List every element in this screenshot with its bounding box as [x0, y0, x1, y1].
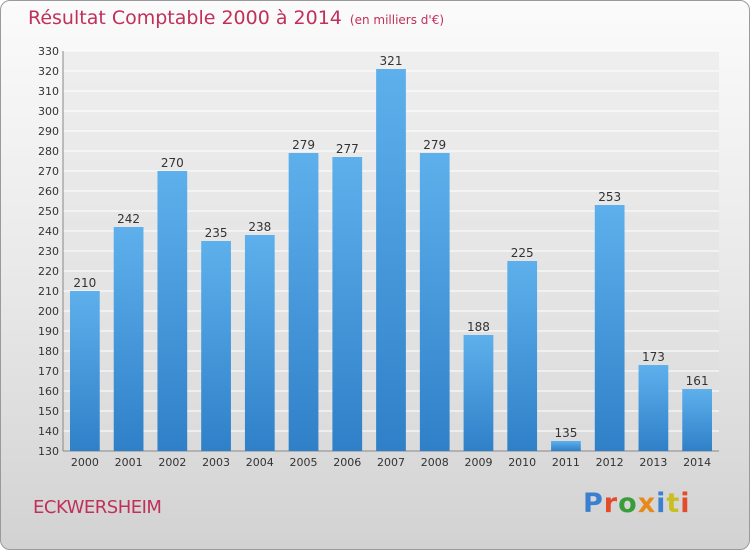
title-text: Résultat Comptable 2000 à 2014 [28, 7, 342, 29]
bar-2002 [157, 171, 188, 451]
data-label-2008: 279 [423, 138, 446, 152]
x-tick-label-2014: 2014 [683, 456, 711, 469]
data-label-2010: 225 [511, 246, 534, 260]
data-label-2000: 210 [73, 276, 96, 290]
y-tick-label: 330 [38, 45, 59, 58]
x-tick-label-2006: 2006 [333, 456, 361, 469]
logo-letter: i [656, 488, 667, 519]
y-tick-label: 150 [38, 405, 59, 418]
y-tick-label: 240 [38, 225, 59, 238]
x-tick-label-2007: 2007 [377, 456, 405, 469]
x-tick-label-2005: 2005 [290, 456, 318, 469]
y-tick-label: 290 [38, 125, 59, 138]
y-tick-label: 170 [38, 365, 59, 378]
x-tick-label-2000: 2000 [71, 456, 99, 469]
x-tick-label-2008: 2008 [421, 456, 449, 469]
y-tick-label: 310 [38, 85, 59, 98]
logo-letter: t [666, 488, 681, 519]
bar-2001 [113, 227, 144, 451]
y-tick-label: 190 [38, 325, 59, 338]
logo-letter: o [618, 488, 638, 519]
data-label-2006: 277 [336, 142, 359, 156]
y-tick-label: 260 [38, 185, 59, 198]
bar-2014 [682, 389, 713, 451]
logo-letter: i [680, 488, 691, 519]
x-tick-label-2004: 2004 [246, 456, 274, 469]
data-label-2004: 238 [248, 220, 271, 234]
x-tick-label-2009: 2009 [464, 456, 492, 469]
y-tick-label: 180 [38, 345, 59, 358]
y-tick-label: 200 [38, 305, 59, 318]
data-label-2009: 188 [467, 320, 490, 334]
x-tick-label-2012: 2012 [596, 456, 624, 469]
x-tick-label-2010: 2010 [508, 456, 536, 469]
x-tick-label-2003: 2003 [202, 456, 230, 469]
bar-2006 [332, 157, 363, 451]
data-label-2011: 135 [554, 426, 577, 440]
bar-2004 [244, 235, 275, 451]
bar-2011 [551, 441, 581, 451]
bar-2012 [594, 205, 625, 451]
x-tick-label-2013: 2013 [639, 456, 667, 469]
data-label-2007: 321 [380, 54, 403, 68]
y-tick-label: 280 [38, 145, 59, 158]
y-tick-label: 130 [38, 445, 59, 458]
bar-2013 [638, 365, 669, 451]
logo-letter: r [603, 488, 619, 519]
data-label-2005: 279 [292, 138, 315, 152]
bar-2003 [201, 241, 231, 451]
y-tick-label: 160 [38, 385, 59, 398]
x-tick-label-2011: 2011 [552, 456, 580, 469]
x-tick-label-2001: 2001 [115, 456, 143, 469]
data-label-2001: 242 [117, 212, 140, 226]
bar-2009 [463, 335, 494, 451]
bar-2007 [376, 69, 406, 451]
y-tick-label: 300 [38, 105, 59, 118]
bar-2005 [288, 153, 319, 451]
bar-2010 [507, 261, 538, 451]
y-tick-label: 230 [38, 245, 59, 258]
data-label-2003: 235 [205, 226, 228, 240]
data-label-2012: 253 [598, 190, 621, 204]
y-tick-label: 250 [38, 205, 59, 218]
bar-2008 [419, 153, 450, 451]
city-name: ECKWERSHEIM [33, 497, 162, 518]
y-tick-label: 320 [38, 65, 59, 78]
y-tick-label: 220 [38, 265, 59, 278]
brand-logo: Proxiti [583, 488, 691, 519]
y-tick-label: 140 [38, 425, 59, 438]
logo-letter: x [637, 488, 657, 519]
data-label-2014: 161 [686, 374, 709, 388]
chart-subtitle: (en milliers d'€) [349, 13, 445, 27]
y-tick-label: 210 [38, 285, 59, 298]
x-tick-label-2002: 2002 [158, 456, 186, 469]
data-label-2002: 270 [161, 156, 184, 170]
bar-2000 [69, 291, 100, 451]
y-tick-label: 270 [38, 165, 59, 178]
data-label-2013: 173 [642, 350, 665, 364]
logo-letter: P [583, 488, 604, 519]
chart-title: Résultat Comptable 2000 à 2014 (en millie… [28, 7, 444, 29]
